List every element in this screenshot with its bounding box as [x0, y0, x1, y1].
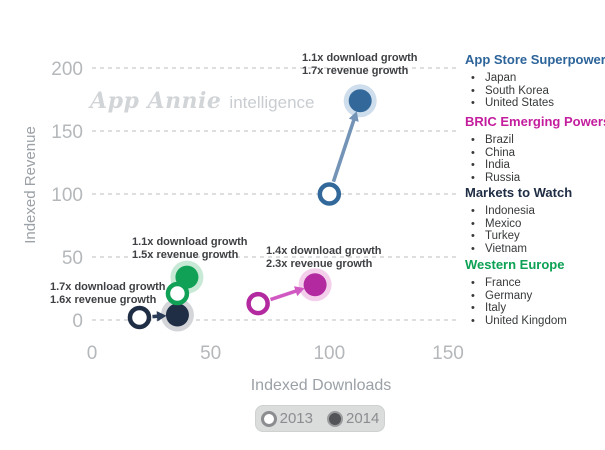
annotation-line: 1.5x revenue growth [132, 249, 239, 261]
annotation-line: 2.3x revenue growth [266, 258, 373, 270]
legend-item-label: France [485, 277, 521, 289]
bullet-icon: • [471, 171, 475, 184]
bullet-icon: • [471, 289, 475, 302]
svg-text:150: 150 [51, 122, 83, 143]
bullet-icon: • [471, 242, 475, 255]
annotation-western-europe: 1.1x download growth 1.5x revenue growth [132, 236, 248, 262]
annotation-app-store-superpowers: 1.1x download growth 1.7x revenue growth [302, 52, 418, 78]
filled-circle-icon [327, 410, 343, 427]
svg-text:0: 0 [72, 311, 83, 332]
svg-text:100: 100 [313, 343, 345, 364]
legend-item: • Turkey [465, 230, 572, 243]
annotation-line: 1.1x download growth [302, 52, 418, 64]
svg-text:150: 150 [432, 343, 464, 364]
legend-item-label: Russia [485, 171, 521, 184]
legend-item: • South Korea [465, 84, 605, 98]
svg-text:100: 100 [51, 185, 83, 206]
y-axis-label: Indexed Revenue [22, 126, 39, 244]
legend-item: • United Kingdom [465, 314, 567, 328]
brand-logo: App Annie [90, 88, 222, 114]
legend-item: • Mexico [465, 217, 572, 231]
legend-item-label: South Korea [485, 84, 549, 97]
legend-item: • Italy [465, 302, 567, 315]
bullet-icon: • [471, 97, 475, 109]
legend-item: • Brazil [465, 134, 605, 147]
year-option-2014[interactable]: 2014 [327, 410, 379, 427]
legend-item-label: Indonesia [485, 205, 535, 217]
legend-item-label: Japan [485, 72, 517, 84]
legend-item: • Indonesia [465, 205, 572, 218]
legend-group-bric-emerging-powers: BRIC Emerging Powers • Brazil • China • Ind… [465, 114, 605, 185]
legend-group-app-store-superpowers: App Store Superpowers • Japan • South Kore… [465, 52, 605, 111]
svg-text:200: 200 [51, 59, 83, 80]
legend-item-label: United States [485, 97, 555, 109]
bullet-icon: • [471, 230, 475, 242]
legend-item-label: Italy [485, 302, 507, 314]
year-label: 2014 [346, 410, 380, 427]
legend-group-title: Western Europe [465, 257, 565, 272]
bullet-icon: • [471, 134, 475, 146]
annotation-markets-to-watch: 1.7x download growth 1.6x revenue growth [50, 281, 166, 307]
legend-item-label: India [485, 159, 510, 171]
legend-group-title: BRIC Emerging Powers [465, 114, 605, 129]
x-axis-label: Indexed Downloads [250, 377, 392, 394]
annotation-line: 1.1x download growth [132, 236, 248, 248]
legend-item-label: Brazil [485, 134, 514, 146]
open-circle-icon [260, 410, 277, 427]
watermark: App Annie intelligence [90, 88, 314, 114]
bullet-icon: • [471, 84, 475, 97]
legend-item-label: Germany [485, 289, 533, 302]
year-toggle-legend: 2013 2014 [255, 405, 385, 432]
legend-group-markets-to-watch: Markets to Watch • Indonesia • Mexico • Tur… [465, 185, 572, 256]
year-label: 2013 [279, 410, 313, 427]
bullet-icon: • [471, 72, 475, 84]
legend-item: • Russia [465, 171, 605, 185]
legend-item: • Japan [465, 72, 605, 85]
annotation-line: 1.7x revenue growth [302, 65, 409, 77]
legend-group-title: Markets to Watch [465, 185, 573, 200]
annotation-line: 1.6x revenue growth [50, 294, 157, 306]
bullet-icon: • [471, 205, 475, 217]
bullet-icon: • [471, 302, 475, 314]
svg-text:50: 50 [62, 248, 83, 269]
brand-suffix: intelligence [229, 93, 315, 112]
legend-item: • France [465, 277, 567, 290]
annotation-line: 1.4x download growth [266, 245, 382, 257]
svg-text:50: 50 [200, 343, 221, 364]
year-option-2013[interactable]: 2013 [260, 410, 313, 427]
bullet-icon: • [471, 146, 475, 159]
legend-group-western-europe: Western Europe • France • Germany • Italy •… [465, 257, 567, 328]
bullet-icon: • [471, 217, 475, 230]
bullet-icon: • [471, 314, 475, 327]
legend-item: • India [465, 159, 605, 172]
legend-item-label: Mexico [485, 217, 522, 230]
legend-item: • Germany [465, 289, 567, 303]
annotation-line: 1.7x download growth [50, 281, 166, 293]
legend-item-label: United Kingdom [485, 314, 567, 327]
legend-item: • China [465, 146, 605, 160]
annotation-bric-emerging-powers: 1.4x download growth 2.3x revenue growth [266, 245, 382, 271]
legend-group-title: App Store Superpowers [465, 52, 605, 67]
legend-item-label: China [485, 146, 516, 159]
legend-item: • United States [465, 97, 605, 110]
legend-item-label: Vietnam [485, 242, 527, 255]
bullet-icon: • [471, 277, 475, 289]
legend-item: • Vietnam [465, 242, 572, 256]
legend-item-label: Turkey [485, 230, 520, 242]
svg-text:0: 0 [87, 343, 98, 364]
bullet-icon: • [471, 159, 475, 171]
